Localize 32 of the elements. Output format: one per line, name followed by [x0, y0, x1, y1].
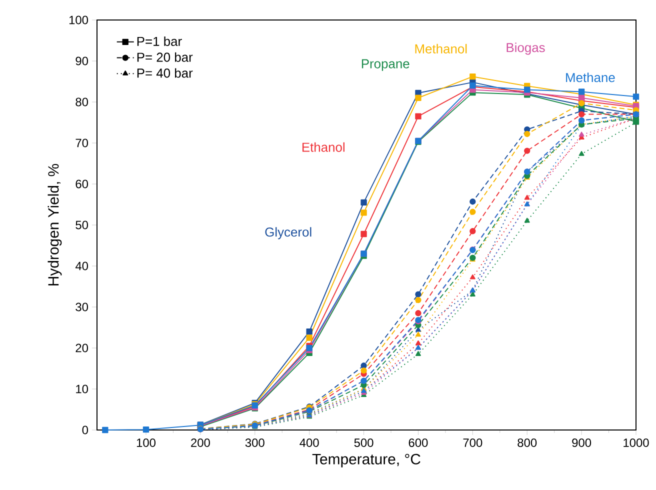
annotation: Propane	[362, 59, 410, 71]
x-tick-label: 100	[136, 438, 156, 447]
y-tick-label: 100	[69, 16, 88, 24]
x-tick-label: 900	[572, 438, 592, 447]
x-tick-label: 300	[245, 438, 264, 447]
y-tick-label: 70	[76, 138, 88, 148]
x-tick-label: 500	[354, 438, 374, 447]
y-tick-label: 0	[82, 426, 88, 434]
x-tick-label: 800	[518, 438, 537, 447]
annotation: Glycerol	[265, 227, 312, 240]
y-tick-label: 50	[76, 220, 88, 230]
y-tick-label: 80	[76, 98, 88, 106]
x-tick-label: 400	[300, 438, 319, 447]
y-tick-label: 20	[76, 344, 88, 352]
x-tick-label: 700	[463, 438, 482, 447]
x-tick-label: 600	[408, 438, 428, 447]
y-tick-label: 90	[76, 56, 88, 66]
y-tick-label: 40	[75, 262, 88, 270]
x-axis-title: Temperature, °C	[312, 454, 420, 468]
annotation: Biogas	[506, 42, 545, 55]
legend-label: P=1 bar	[137, 36, 182, 46]
x-tick-label: 1000	[624, 438, 649, 447]
legend-label: P= 40 bar	[137, 68, 193, 78]
annotation: Methanol	[415, 44, 467, 54]
y-tick-label: 10	[76, 384, 88, 394]
x-tick-label: 200	[191, 438, 210, 447]
y-axis-title: Hydrogen Yield, %	[48, 164, 62, 286]
y-tick-label: 60	[76, 180, 88, 188]
annotation: Methane	[566, 72, 615, 82]
y-tick-label: 30	[76, 302, 88, 312]
annotation: Ethanol	[302, 142, 344, 152]
legend-label: P= 20 bar	[137, 52, 193, 62]
